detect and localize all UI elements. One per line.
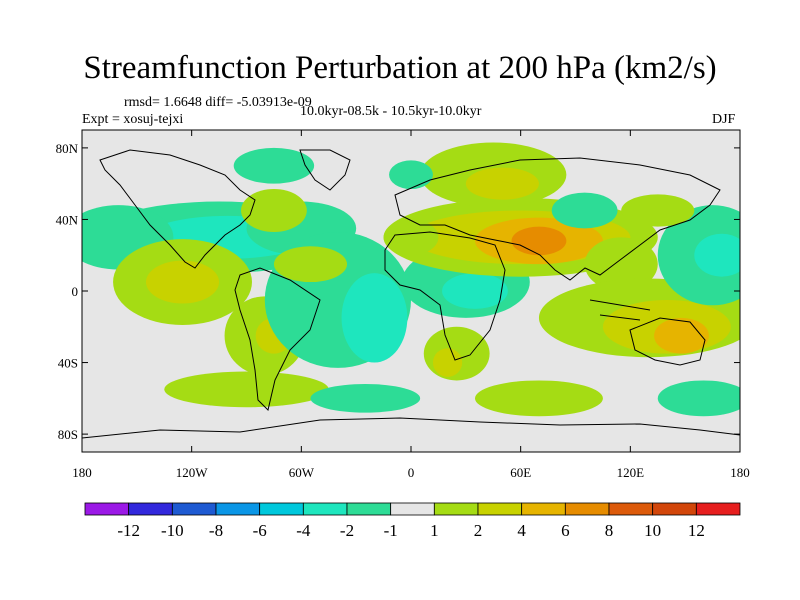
contour-field xyxy=(82,142,740,417)
field-contour-blob xyxy=(164,371,329,408)
field-contour-blob xyxy=(341,273,408,363)
colorbar-label: -2 xyxy=(340,521,354,540)
colorbar-label: 4 xyxy=(517,521,526,540)
field-contour-blob xyxy=(241,189,307,232)
field-contour-blob xyxy=(432,348,463,377)
lon-label: 60W xyxy=(289,465,315,480)
lon-label: 120W xyxy=(176,465,209,480)
colorbar-label: 8 xyxy=(605,521,614,540)
field-contour-blob xyxy=(584,237,658,291)
field-contour-blob xyxy=(310,384,421,413)
indonesia-coast xyxy=(589,299,651,321)
colorbar-label: -8 xyxy=(209,521,223,540)
colorbar-swatch xyxy=(259,502,304,516)
field-contour-blob xyxy=(465,167,539,200)
colorbar-swatch xyxy=(302,502,348,516)
colorbar: -12 -10 -8 -6 -4 -2 -1 1 2 4 6 8 10 12 xyxy=(84,502,741,540)
colorbar-label: 6 xyxy=(561,521,570,540)
colorbar-swatch xyxy=(346,502,392,516)
africa-coast xyxy=(384,231,506,361)
lat-label: 40S xyxy=(58,356,78,371)
colorbar-label: 12 xyxy=(688,521,705,540)
field-contour-blob xyxy=(654,317,709,354)
colorbar-swatch xyxy=(171,502,217,516)
colorbar-label: 1 xyxy=(430,521,439,540)
colorbar-swatch xyxy=(477,502,523,516)
chart-title: Streamfunction Perturbation at 200 hPa (… xyxy=(83,50,717,86)
lon-label: 60E xyxy=(510,465,531,480)
period-label: 10.0kyr-08.5k - 10.5kyr-10.0kyr xyxy=(300,104,482,119)
lat-label: 0 xyxy=(72,284,79,299)
colorbar-swatch xyxy=(84,502,130,516)
field-contour-blob xyxy=(442,273,508,309)
stats-text: rmsd= 1.6648 diff= -5.03913e-09 xyxy=(124,95,312,110)
lon-label: 180 xyxy=(730,465,750,480)
field-contour-blob xyxy=(474,380,603,417)
colorbar-label: -4 xyxy=(296,521,311,540)
colorbar-label: -6 xyxy=(253,521,267,540)
field-contour-blob xyxy=(383,219,439,256)
lat-label: 80N xyxy=(56,141,79,156)
colorbar-label: 2 xyxy=(474,521,483,540)
colorbar-label: 10 xyxy=(644,521,661,540)
south-america-coast xyxy=(234,267,321,411)
australia-coast xyxy=(629,317,706,366)
colorbar-label: -10 xyxy=(161,521,184,540)
map-axes: 80N 40N 0 40S 80S 180 120W 60W 0 60E 120E 180 xyxy=(56,130,750,480)
colorbar-swatch xyxy=(608,502,654,516)
experiment-label: Expt = xosuj-tejxi xyxy=(82,112,184,127)
colorbar-swatch xyxy=(521,502,566,516)
field-contour-blob xyxy=(389,160,433,190)
greenland-coast xyxy=(299,149,351,191)
north-america-coast xyxy=(99,149,256,269)
field-contour-blob xyxy=(694,233,740,277)
colorbar-swatch xyxy=(695,502,741,516)
colorbar-swatch xyxy=(564,502,610,516)
field-contour-blob xyxy=(145,260,220,304)
colorbar-swatch xyxy=(128,502,173,516)
colorbar-swatch xyxy=(215,502,261,516)
lon-label: 0 xyxy=(408,465,415,480)
colorbar-swatch xyxy=(433,502,479,516)
field-contour-blob xyxy=(657,380,740,417)
lat-label: 40N xyxy=(56,212,79,227)
colorbar-swatch xyxy=(390,502,435,516)
antarctica-coast xyxy=(82,417,740,439)
colorbar-label: -1 xyxy=(384,521,398,540)
colorbar-label: -12 xyxy=(117,521,140,540)
colorbar-swatch xyxy=(652,502,697,516)
eurasia-coast xyxy=(394,157,721,281)
season-label: DJF xyxy=(712,112,736,127)
field-contour-blob xyxy=(621,194,695,227)
coastlines xyxy=(82,149,740,439)
field-contour-blob xyxy=(551,192,618,229)
lon-label: 180 xyxy=(72,465,92,480)
lon-label: 120E xyxy=(617,465,645,480)
field-contour-blob xyxy=(273,246,348,283)
lat-label: 80S xyxy=(58,427,78,442)
field-contour-blob xyxy=(511,226,567,256)
field-contour-blob xyxy=(233,147,315,184)
